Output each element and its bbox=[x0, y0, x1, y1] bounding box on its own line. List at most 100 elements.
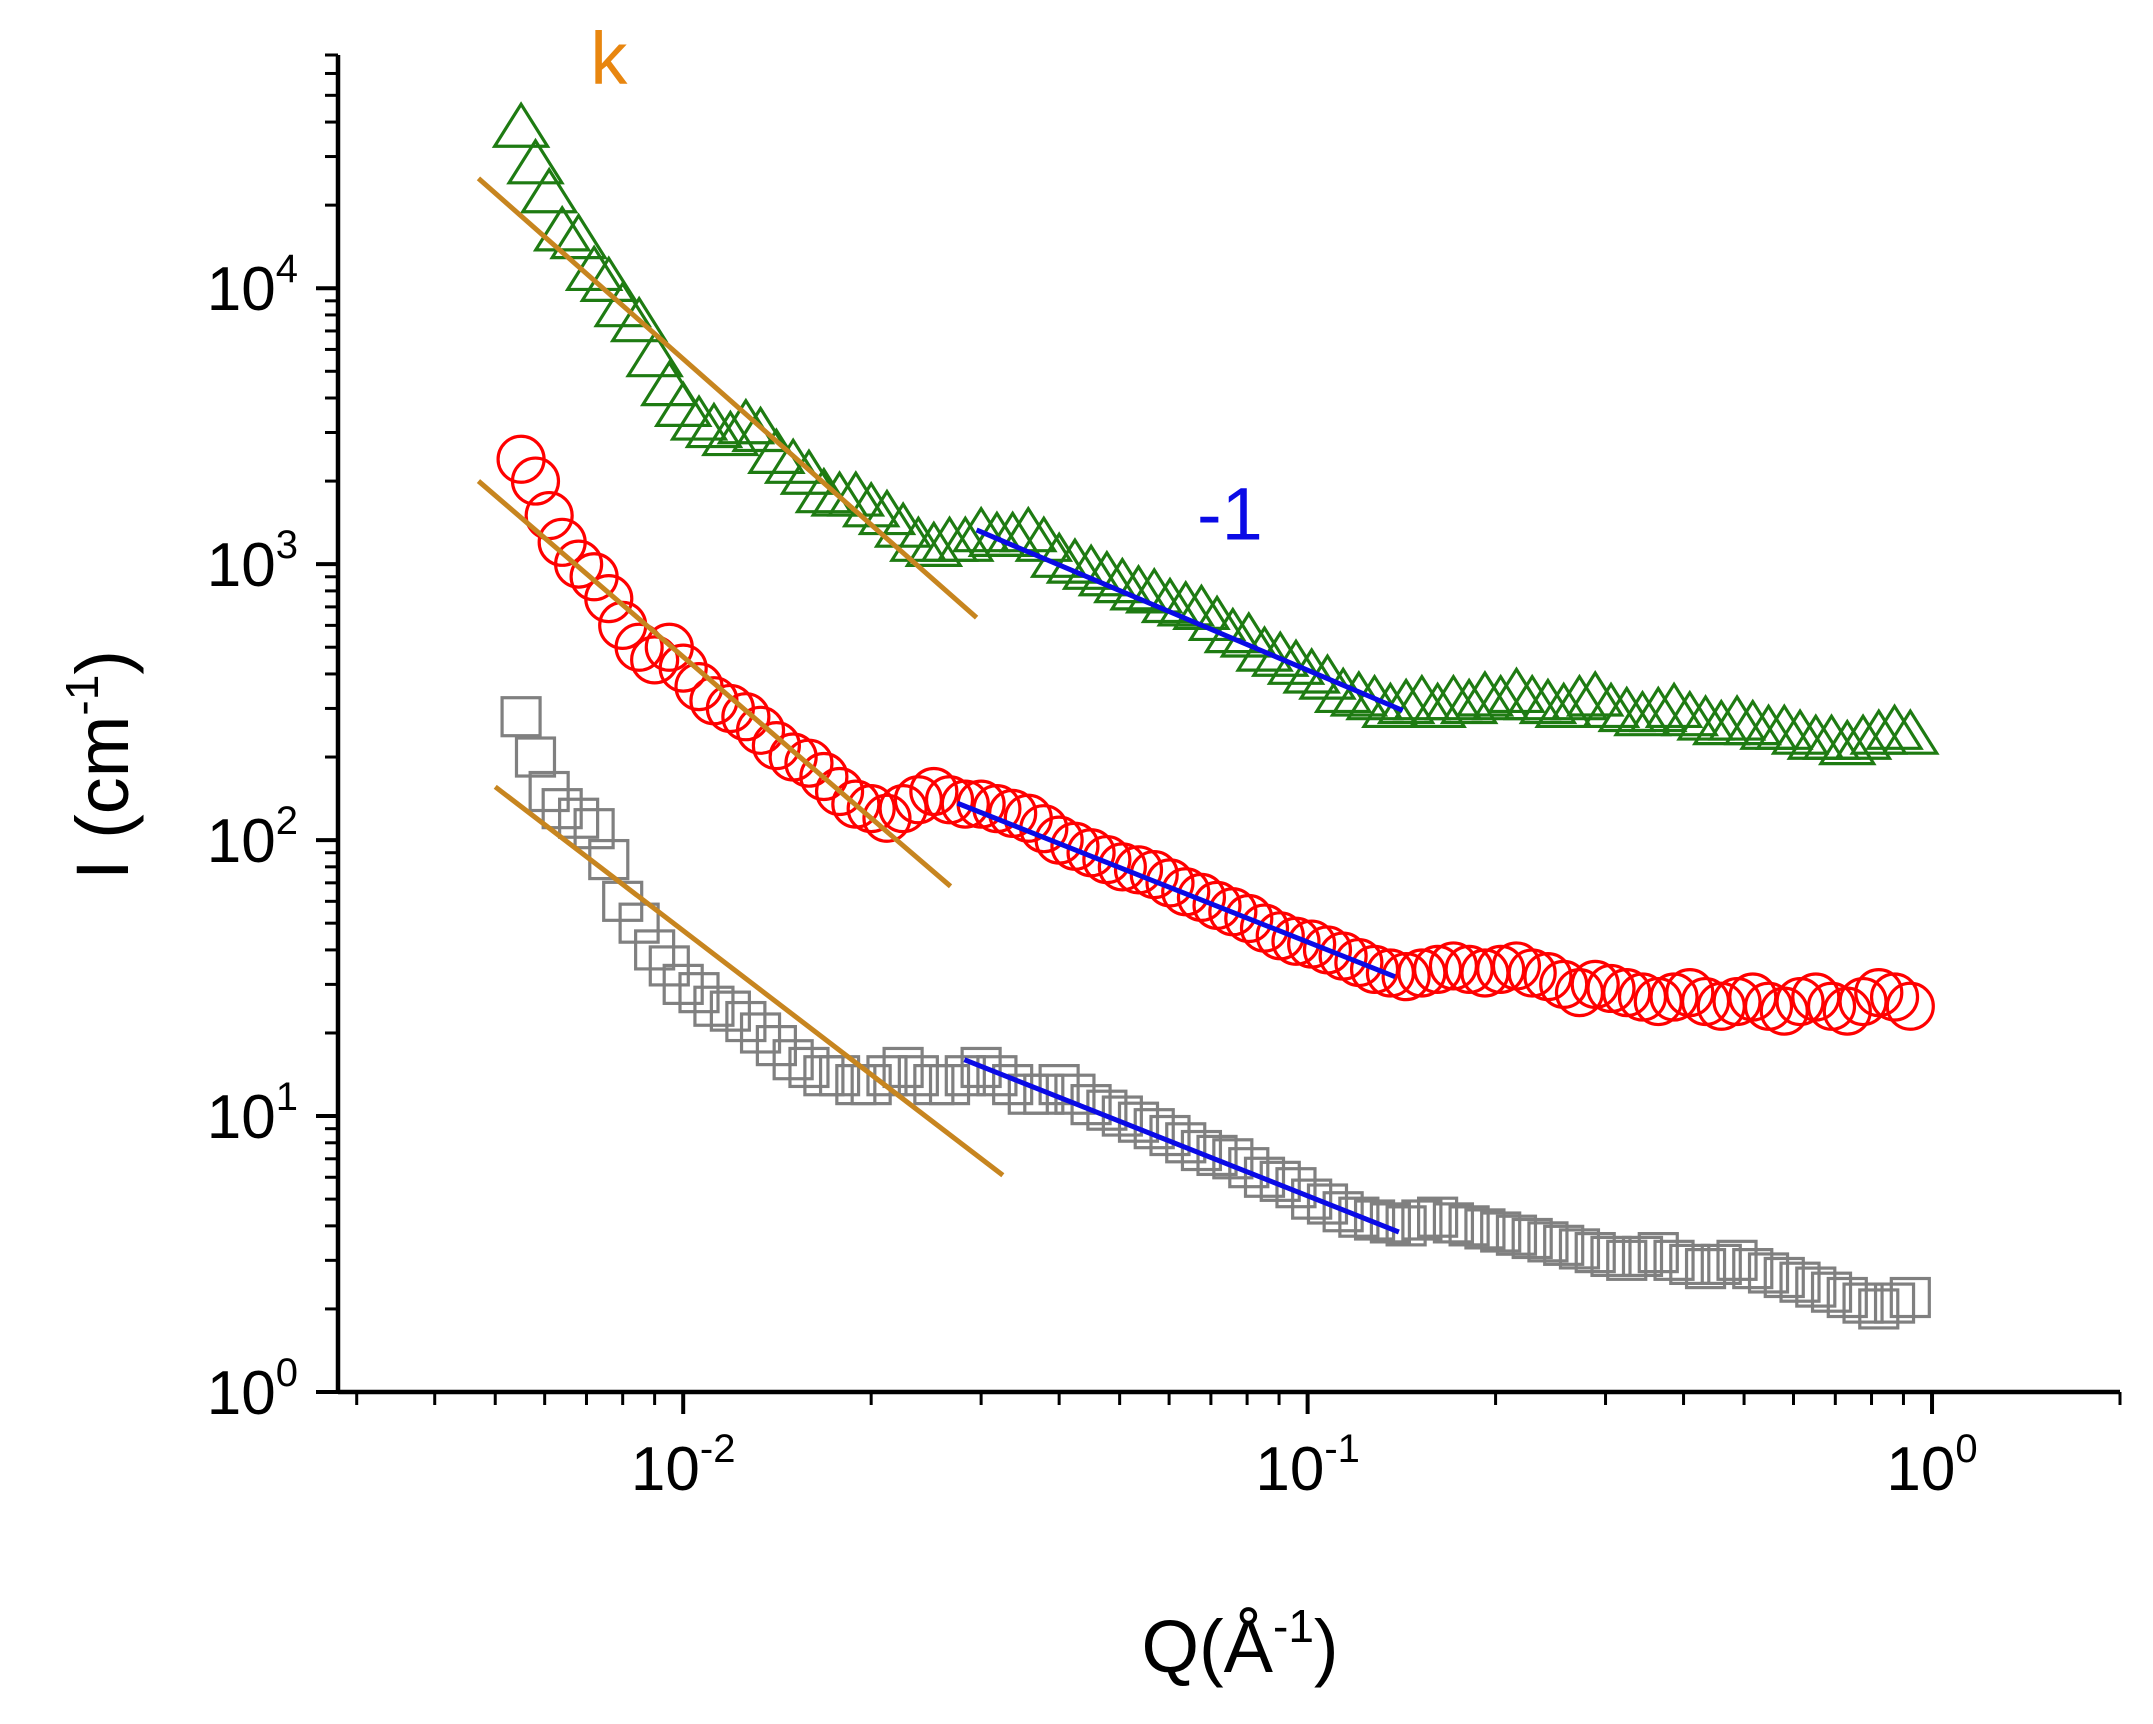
square-point bbox=[662, 963, 704, 1005]
square-point bbox=[1401, 1199, 1443, 1241]
circle-point bbox=[1743, 981, 1794, 1031]
triangle-point bbox=[983, 510, 1042, 558]
circle-point bbox=[584, 574, 634, 624]
circle-point bbox=[784, 738, 834, 788]
fit-lines-layer bbox=[476, 176, 1404, 1235]
triangle-point bbox=[1597, 685, 1657, 733]
square-point bbox=[1511, 1217, 1553, 1260]
square-point bbox=[1621, 1235, 1664, 1278]
square-point bbox=[725, 1000, 767, 1043]
triangle-point bbox=[763, 437, 823, 484]
power-law-fit-line bbox=[493, 784, 1005, 1178]
triangle-point bbox=[1093, 556, 1152, 604]
square-point bbox=[850, 1064, 892, 1106]
circle-point bbox=[1507, 948, 1557, 998]
triangle-point bbox=[1424, 673, 1483, 721]
axes bbox=[335, 55, 2120, 1395]
square-point bbox=[1732, 1248, 1774, 1290]
y-tick-label: 102 bbox=[207, 799, 298, 876]
square-point bbox=[500, 696, 542, 738]
square-point bbox=[1669, 1243, 1711, 1286]
circle-point bbox=[1224, 893, 1274, 944]
square-point bbox=[772, 1039, 814, 1081]
circle-point bbox=[721, 692, 771, 742]
triangle-point bbox=[1329, 670, 1389, 717]
square-point bbox=[1306, 1183, 1349, 1225]
square-point bbox=[1590, 1235, 1632, 1278]
square-point bbox=[1763, 1256, 1805, 1299]
x-tick-label: 100 bbox=[1886, 1427, 1977, 1504]
square-point bbox=[1448, 1205, 1490, 1247]
triangle-point bbox=[716, 397, 776, 445]
power-law-fit-line bbox=[956, 800, 1396, 979]
circle-point bbox=[1602, 968, 1652, 1018]
square-point bbox=[693, 985, 735, 1027]
square-point bbox=[1275, 1167, 1317, 1209]
triangle-point bbox=[625, 330, 684, 378]
circle-point bbox=[751, 721, 801, 771]
square-point bbox=[1684, 1248, 1727, 1290]
circle-point bbox=[1665, 968, 1715, 1018]
y-tick-label: 100 bbox=[207, 1351, 298, 1428]
triangle-point bbox=[1172, 583, 1231, 630]
circle-point bbox=[1570, 959, 1620, 1009]
square-point bbox=[1417, 1196, 1459, 1238]
circle-point bbox=[510, 456, 561, 506]
triangle-point bbox=[731, 405, 790, 453]
triangle-point bbox=[1723, 698, 1783, 746]
square-point bbox=[755, 1025, 797, 1067]
square-point bbox=[709, 990, 751, 1032]
circle-point bbox=[630, 635, 680, 685]
square-point bbox=[1527, 1221, 1569, 1263]
triangle-point bbox=[873, 501, 933, 548]
square-point bbox=[1716, 1239, 1758, 1281]
triangle-point bbox=[1881, 708, 1940, 755]
circle-point bbox=[1696, 981, 1746, 1031]
triangle-point bbox=[1045, 537, 1105, 584]
circle-point bbox=[940, 779, 990, 829]
circle-point bbox=[1097, 842, 1147, 892]
triangle-point bbox=[1581, 681, 1641, 729]
y-tick-label: 101 bbox=[207, 1075, 298, 1152]
circle-point bbox=[1397, 948, 1447, 998]
triangle-point bbox=[1849, 708, 1909, 755]
square-point bbox=[1889, 1276, 1931, 1319]
annotations-layer: k -1 bbox=[590, 17, 1262, 555]
triangle-point bbox=[1802, 713, 1861, 760]
square-point bbox=[1637, 1232, 1679, 1274]
tick-labels-layer: 10-2 10-1 100 100 101 102 103 104 bbox=[207, 247, 1978, 1504]
triangle-point bbox=[639, 359, 699, 407]
triangle-point bbox=[653, 380, 713, 427]
square-point bbox=[1196, 1134, 1238, 1177]
triangle-point bbox=[1235, 625, 1294, 672]
triangle-point bbox=[1865, 703, 1924, 750]
circle-point bbox=[614, 622, 664, 672]
circle-point bbox=[1271, 916, 1321, 966]
triangle-point bbox=[857, 488, 917, 536]
square-point bbox=[818, 1055, 861, 1097]
triangle-point bbox=[1345, 673, 1404, 721]
circle-point bbox=[862, 793, 912, 843]
ticks-layer bbox=[316, 53, 2122, 1414]
triangle-point bbox=[826, 470, 886, 517]
data-series-layer bbox=[491, 101, 1940, 1330]
square-point bbox=[1873, 1282, 1916, 1324]
triangle-point bbox=[1455, 670, 1515, 717]
triangle-point bbox=[1487, 666, 1546, 714]
circle-point bbox=[735, 705, 786, 755]
circle-point bbox=[1476, 944, 1526, 994]
triangle-point bbox=[1408, 681, 1467, 729]
power-law-fit-line bbox=[476, 479, 953, 889]
circle-point bbox=[1728, 972, 1778, 1022]
y-tick-label: 104 bbox=[207, 247, 298, 324]
circle-point bbox=[1003, 793, 1053, 843]
triangle-point bbox=[1140, 576, 1200, 624]
square-point bbox=[618, 902, 660, 944]
circle-point bbox=[1838, 976, 1888, 1027]
square-point bbox=[1810, 1271, 1853, 1313]
square-point bbox=[1165, 1122, 1207, 1164]
circle-point bbox=[799, 751, 849, 802]
square-point bbox=[1700, 1243, 1742, 1286]
square-point bbox=[1480, 1211, 1522, 1253]
